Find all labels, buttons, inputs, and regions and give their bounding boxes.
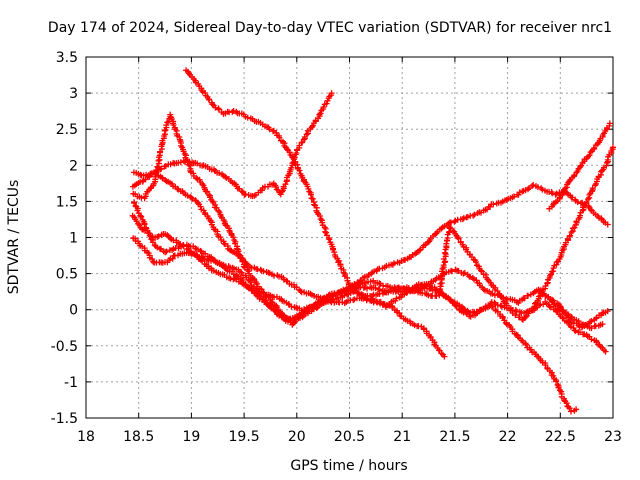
- series-track-1: [183, 67, 447, 359]
- x-axis-label: GPS time / hours: [290, 458, 407, 474]
- data-point: [523, 342, 529, 348]
- x-tick-label: 18.5: [123, 429, 154, 445]
- y-tick-label: -0.5: [51, 339, 78, 355]
- data-marks: [130, 67, 616, 414]
- grid: [86, 57, 613, 418]
- x-tick-label: 22: [499, 429, 517, 445]
- x-tick-label: 21.5: [439, 429, 470, 445]
- y-tick-label: 3: [69, 86, 78, 102]
- x-tick-label: 20: [288, 429, 306, 445]
- data-point: [150, 259, 156, 265]
- y-tick-label: 1.5: [56, 194, 78, 210]
- y-tick-label: 0.5: [56, 267, 78, 283]
- x-tick-label: 20.5: [334, 429, 365, 445]
- data-point: [442, 250, 448, 256]
- y-tick-label: 3.5: [56, 50, 78, 66]
- sdtvar-chart: Day 174 of 2024, Sidereal Day-to-day VTE…: [0, 0, 640, 480]
- x-tick-label: 18: [77, 429, 95, 445]
- data-point: [164, 249, 170, 255]
- data-point: [258, 267, 264, 273]
- y-tick-label: 1: [69, 231, 78, 247]
- x-tick-label: 21: [393, 429, 411, 445]
- y-tick-label: -1: [64, 375, 78, 391]
- y-axis-label: SDTVAR / TECUs: [6, 180, 22, 295]
- y-tick-label: -1.5: [51, 411, 78, 427]
- axis-ticks: 18 18.5 19 19.5 20 20.5 21 21.5 22 22.5 23-1.5-1-0…: [51, 50, 622, 445]
- x-tick-label: 22.5: [545, 429, 576, 445]
- series-track-8: [546, 120, 613, 211]
- y-tick-label: 0: [69, 303, 78, 319]
- y-tick-label: 2: [69, 158, 78, 174]
- x-tick-label: 19: [182, 429, 200, 445]
- y-tick-label: 2.5: [56, 122, 78, 138]
- chart-title: Day 174 of 2024, Sidereal Day-to-day VTE…: [48, 20, 612, 36]
- x-tick-label: 23: [604, 429, 622, 445]
- x-tick-label: 19.5: [229, 429, 260, 445]
